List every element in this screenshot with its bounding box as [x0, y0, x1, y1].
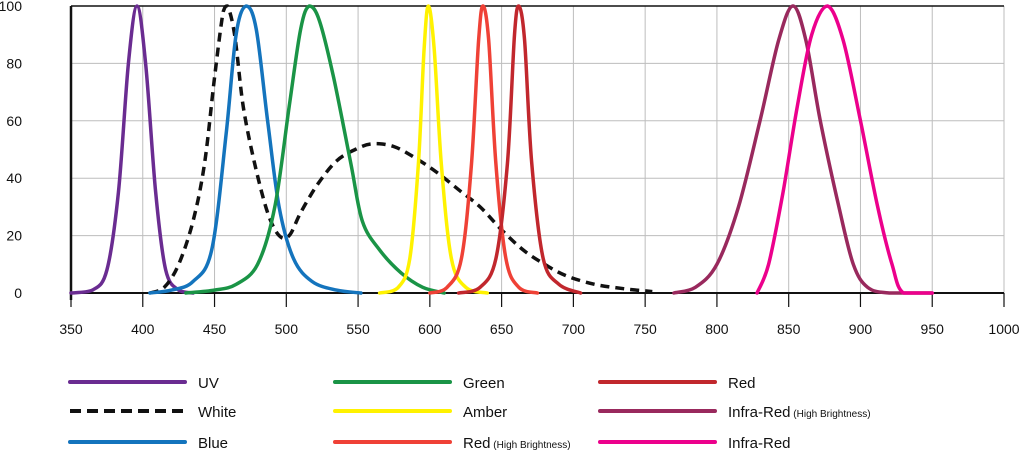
- legend-item-infra-red-high-brightness: Infra-Red (High Brightness): [598, 404, 871, 421]
- x-tick-label: 400: [131, 321, 155, 337]
- legend-label-note: (High Brightness): [491, 440, 571, 451]
- y-tick-label: 20: [6, 228, 22, 244]
- x-tick-label: 800: [705, 321, 729, 337]
- legend-item-amber: Amber: [333, 404, 507, 421]
- x-tick-label: 750: [633, 321, 657, 337]
- legend-label: Blue: [198, 435, 228, 452]
- legend-item-red: Red: [598, 375, 756, 392]
- legend-label-note: (High Brightness): [791, 409, 871, 420]
- y-tick-label: 40: [6, 170, 22, 186]
- x-tick-label: 450: [203, 321, 227, 337]
- legend-item-green: Green: [333, 375, 505, 392]
- x-tick-label: 700: [562, 321, 586, 337]
- legend-item-blue: Blue: [68, 435, 228, 452]
- y-tick-label: 60: [6, 113, 22, 129]
- y-tick-label: 0: [14, 285, 22, 301]
- legend-item-red-high-brightness: Red (High Brightness): [333, 435, 571, 452]
- tick-labels: 350 400 450 500 550 600 650 700 750 800 850 900 950 1…: [0, 0, 1020, 337]
- legend-label: Amber: [463, 404, 507, 421]
- series-line-infra-red: [755, 4, 934, 295]
- y-tick-label: 100: [0, 0, 22, 14]
- legend-label: Infra-Red: [728, 435, 791, 452]
- x-tick-label: 950: [921, 321, 945, 337]
- x-tick-label: 500: [275, 321, 299, 337]
- series-line-uv: [69, 4, 195, 295]
- legend-label: White: [198, 404, 236, 421]
- x-tick-label: 600: [418, 321, 442, 337]
- series-line-white: [149, 4, 653, 295]
- x-tick-label: 1000: [988, 321, 1019, 337]
- legend-item-infra-red: Infra-Red: [598, 435, 791, 452]
- series-line-infra-red-high-brightness: [672, 4, 934, 295]
- legend-label: Green: [463, 375, 505, 392]
- grid: [71, 6, 1005, 293]
- x-tick-label: 650: [490, 321, 514, 337]
- legend-label: UV: [198, 375, 219, 392]
- legend: UV White Blue Green Amber Red (High Brightnes…: [68, 375, 871, 452]
- legend-item-white: White: [70, 404, 236, 421]
- x-tick-label: 850: [777, 321, 801, 337]
- y-tick-label: 80: [6, 55, 22, 71]
- x-tick-label: 550: [346, 321, 370, 337]
- series-line-red: [456, 4, 583, 295]
- x-tick-label: 900: [849, 321, 873, 337]
- x-tick-label: 350: [59, 321, 83, 337]
- series-lines: [69, 4, 934, 295]
- legend-label: Infra-Red (High Brightness): [728, 404, 871, 421]
- legend-label: Red: [728, 375, 756, 392]
- series-line-red-high-brightness: [428, 4, 540, 295]
- series-line-amber: [377, 4, 490, 295]
- series-line-blue: [148, 4, 363, 295]
- legend-label: Red (High Brightness): [463, 435, 571, 452]
- series-line-green: [184, 4, 446, 295]
- legend-item-uv: UV: [68, 375, 219, 392]
